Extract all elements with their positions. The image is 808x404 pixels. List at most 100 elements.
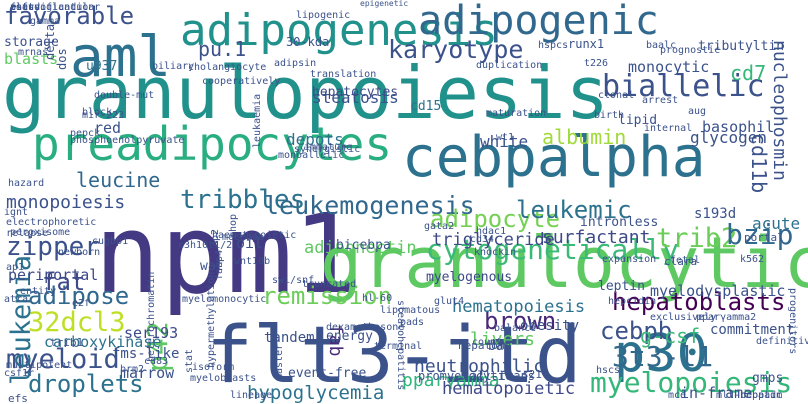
word-96-efs: efs — [8, 392, 28, 404]
word-132-c3h10t1-2: c3h10t1/2 — [178, 240, 232, 251]
word-83-wat: wat — [200, 259, 223, 274]
word-165-chop: chop — [228, 214, 239, 238]
word-98-event-free: event-free — [288, 366, 366, 381]
word-130-cugbp1: cugbp1 — [92, 236, 128, 247]
word-160-block: block — [82, 107, 112, 118]
word-52-monocytic: monocytic — [628, 58, 709, 76]
word-43-hematopoietic: hematopoietic — [442, 379, 575, 399]
word-121-fabp4: fabp4 — [214, 250, 225, 280]
word-11-hepatoblasts: hepatoblasts — [612, 288, 785, 316]
word-181-hepcidin: hepcidin — [608, 296, 656, 307]
word-190-pseudoglandular: pseudoglandular — [10, 2, 100, 13]
word-142-aug: aug — [688, 106, 706, 117]
word-95-hepatic: hepatic — [740, 390, 782, 401]
word-36-cd7: cd7 — [730, 61, 766, 85]
word-166-ap2: ap2 — [210, 229, 221, 247]
word-173-lipomatous: lipomatous — [380, 305, 440, 316]
word-152-adipsin: adipsin — [274, 58, 316, 69]
word-107-cd83: cd83 — [144, 356, 168, 367]
word-22-leukemia: leukemia — [6, 255, 37, 385]
word-17-adipocyte: adipocyte — [430, 205, 560, 233]
word-137-immature: immature — [304, 142, 352, 153]
word-59-fab: fab — [325, 324, 346, 357]
word-56-basophil: basophil — [702, 118, 774, 136]
word-28-brown: brown — [484, 307, 556, 335]
word-8-adipogenic: adipogenic — [418, 0, 659, 44]
word-153-lipogenic: lipogenic — [296, 10, 350, 21]
word-168-haematopoietic: haematopoietic — [212, 230, 296, 241]
word-72-cd15: cd15 — [410, 99, 441, 114]
word-76-30-kda: 30-kda — [286, 35, 329, 49]
word-102-hscs: hscs — [596, 365, 620, 376]
word-174-glut4: glut4 — [434, 296, 464, 307]
word-172-hl-60: hl-60 — [362, 293, 392, 304]
word-114-gata2: gata2 — [424, 221, 454, 232]
word-100-all-trans: all-trans — [470, 369, 535, 383]
word-162-mrnas: mrnas — [18, 47, 48, 58]
word-54-white: white — [480, 132, 528, 151]
word-9-p30: p30 — [614, 324, 708, 384]
word-140-wt1: wt1 — [496, 132, 514, 143]
word-38-g-csf: g-csf — [640, 324, 700, 348]
word-103-csf1r: csf1r — [4, 368, 34, 379]
word-182-exclusively: exclusively — [650, 312, 716, 323]
word-3-granulocytic: granulocytic — [320, 222, 808, 304]
word-189-csfr: csfr — [10, 2, 34, 13]
word-176-balance: balance — [494, 323, 536, 334]
word-41-ppar-amma: pparγamma — [402, 370, 500, 391]
word-57-acute: acute — [752, 214, 800, 233]
word-145-arrest: arrest — [642, 95, 678, 106]
word-62-marrow: marrow — [120, 364, 175, 382]
word-141-birth: birth — [594, 110, 624, 121]
word-158-double-mut: double-mut — [94, 90, 154, 101]
word-12-myelopoiesis: myelopoiesis — [590, 366, 792, 399]
word-127-electrophoretic: electrophoretic — [6, 217, 96, 228]
word-133-pepck: pepck — [70, 128, 100, 139]
word-5-preadipocytes: preadipocytes — [32, 117, 392, 171]
word-131-newborn: newborn — [58, 247, 100, 258]
word-23-droplets: droplets — [28, 370, 144, 398]
word-39-neutrophilic: neutrophilic — [414, 356, 544, 377]
word-177-isoform: isoform — [192, 362, 234, 373]
word-81-s193d: s193d — [694, 206, 736, 222]
word-7-adipogenesis: adipogenesis — [180, 5, 498, 56]
word-119-swi-snf: swi/snf — [272, 275, 314, 286]
word-2-flt3-itd: flt3-itd — [206, 311, 582, 401]
word-148-hspcs: hspcs — [538, 40, 568, 51]
word-30-fat: fat — [42, 268, 85, 296]
word-32-leucine: leucine — [76, 168, 160, 192]
word-94-mll-cebpadm: mll-cebpadm — [716, 390, 782, 401]
word-123-entity: entity — [20, 286, 56, 297]
word-109-expansion: expansion — [602, 254, 656, 265]
word-105-master: master — [274, 344, 285, 380]
word-104-multipotent: multipotent — [6, 360, 72, 371]
word-183-ppar-amma2: pparγamma2 — [696, 312, 756, 323]
word-19-biallelic: biallelic — [602, 69, 765, 104]
word-180-heterochromatin: heterochromatin — [146, 272, 157, 362]
word-18-tribbles: tribbles — [180, 185, 305, 215]
word-185-definitive: definitive — [756, 336, 808, 347]
word-66-blasts: blasts — [4, 50, 58, 68]
word-175-pads: pads — [400, 317, 424, 328]
word-144-internal: internal — [644, 123, 692, 134]
word-150-prognostic: prognostic — [660, 45, 720, 56]
word-146-t226: t226 — [584, 58, 608, 69]
word-134-phosphoenolpyruvate: phosphoenolpyruvate — [70, 135, 184, 146]
word-26-leukemic: leukemic — [516, 196, 632, 224]
word-161-gamma: gamma — [30, 16, 60, 27]
word-35-bzip: bzip — [726, 218, 793, 251]
word-167-truncated: truncated — [302, 279, 356, 290]
word-187-classification: classification — [10, 2, 94, 13]
word-53-glycogen: glycogen — [690, 128, 767, 147]
word-139-maturation: maturation — [486, 108, 546, 119]
word-184-count: count — [472, 337, 502, 348]
word-37-p42: p42 — [141, 321, 174, 372]
word-10-cytogenetically: cytogenetically — [426, 233, 679, 266]
word-15-leukemogenesis: leukemogenesis — [264, 191, 475, 220]
word-4-cebpalpha: cebpalpha — [402, 125, 705, 190]
word-124-hazard: hazard — [8, 178, 44, 189]
word-63-periportal: periportal — [8, 266, 98, 284]
word-69-u937: u937 — [86, 59, 117, 74]
word-34-favorable: favorable — [4, 2, 134, 30]
